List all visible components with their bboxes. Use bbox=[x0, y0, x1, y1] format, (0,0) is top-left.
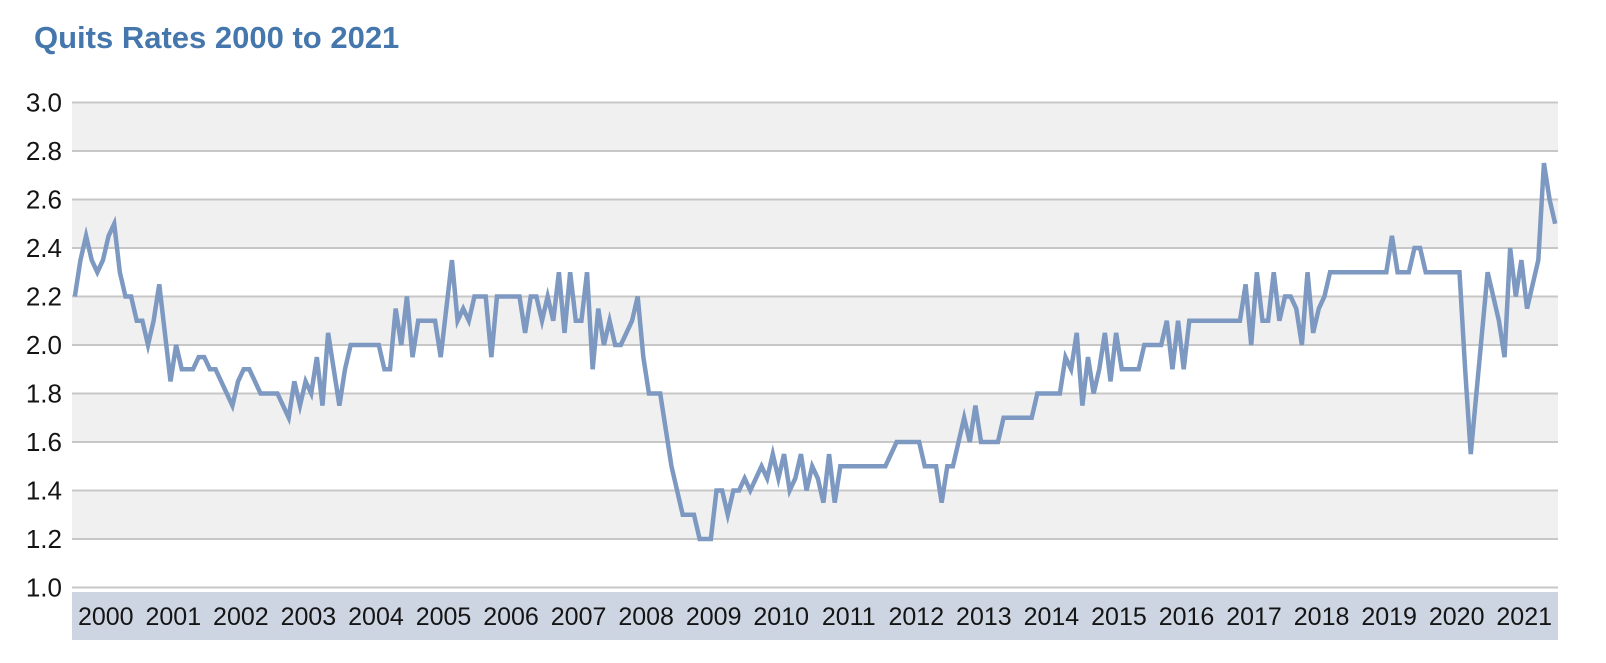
y-axis-tick-label: 1.4 bbox=[26, 476, 62, 506]
x-axis-year-label: 2013 bbox=[956, 603, 1012, 631]
quits-rate-series-line bbox=[72, 162, 1558, 542]
y-axis-tick-label: 1.0 bbox=[26, 573, 62, 603]
y-axis-tick-label: 2.8 bbox=[26, 136, 62, 166]
x-axis-year-label: 2006 bbox=[483, 603, 539, 631]
plot-band bbox=[72, 151, 1558, 200]
plot-band bbox=[72, 393, 1558, 442]
y-axis-tick-label: 2.6 bbox=[26, 185, 62, 215]
x-axis-band bbox=[72, 592, 1558, 640]
y-axis-tick-label: 2.0 bbox=[26, 330, 62, 360]
x-axis-year-label: 2005 bbox=[416, 603, 472, 631]
plot-band bbox=[72, 442, 1558, 491]
y-axis-tick-label: 3.0 bbox=[26, 88, 62, 118]
x-axis-year-label: 2021 bbox=[1496, 603, 1552, 631]
x-axis-year-label: 2016 bbox=[1159, 603, 1215, 631]
y-axis-tick-label: 1.6 bbox=[26, 427, 62, 457]
x-axis-year-label: 2015 bbox=[1091, 603, 1147, 631]
x-axis-year-label: 2018 bbox=[1294, 603, 1350, 631]
x-axis-year-label: 2001 bbox=[146, 603, 202, 631]
x-axis-year-label: 2004 bbox=[348, 603, 404, 631]
plot-band bbox=[72, 199, 1558, 248]
x-axis-year-label: 2009 bbox=[686, 603, 742, 631]
x-axis-year-label: 2003 bbox=[281, 603, 337, 631]
x-axis-year-label: 2012 bbox=[889, 603, 945, 631]
chart-title: Quits Rates 2000 to 2021 bbox=[34, 20, 400, 55]
x-axis-year-label: 2019 bbox=[1361, 603, 1417, 631]
x-axis-year-label: 2010 bbox=[753, 603, 809, 631]
y-axis-tick-label: 2.4 bbox=[26, 233, 62, 263]
y-axis-tick-label: 2.2 bbox=[26, 282, 62, 312]
x-axis-year-label: 2002 bbox=[213, 603, 269, 631]
x-axis-year-label: 2017 bbox=[1226, 603, 1282, 631]
x-axis-year-label: 2007 bbox=[551, 603, 607, 631]
x-axis-year-label: 2014 bbox=[1024, 603, 1080, 631]
plot-band bbox=[72, 102, 1558, 151]
plot-band bbox=[72, 539, 1558, 588]
x-axis-year-label: 2008 bbox=[618, 603, 674, 631]
plot-band bbox=[72, 490, 1558, 539]
y-axis-tick-label: 1.8 bbox=[26, 379, 62, 409]
x-axis-year-label: 2000 bbox=[78, 603, 134, 631]
y-axis-tick-label: 1.2 bbox=[26, 524, 62, 554]
plot-band bbox=[72, 296, 1558, 345]
x-axis-year-label: 2011 bbox=[822, 603, 876, 631]
x-axis-year-label: 2020 bbox=[1429, 603, 1485, 631]
